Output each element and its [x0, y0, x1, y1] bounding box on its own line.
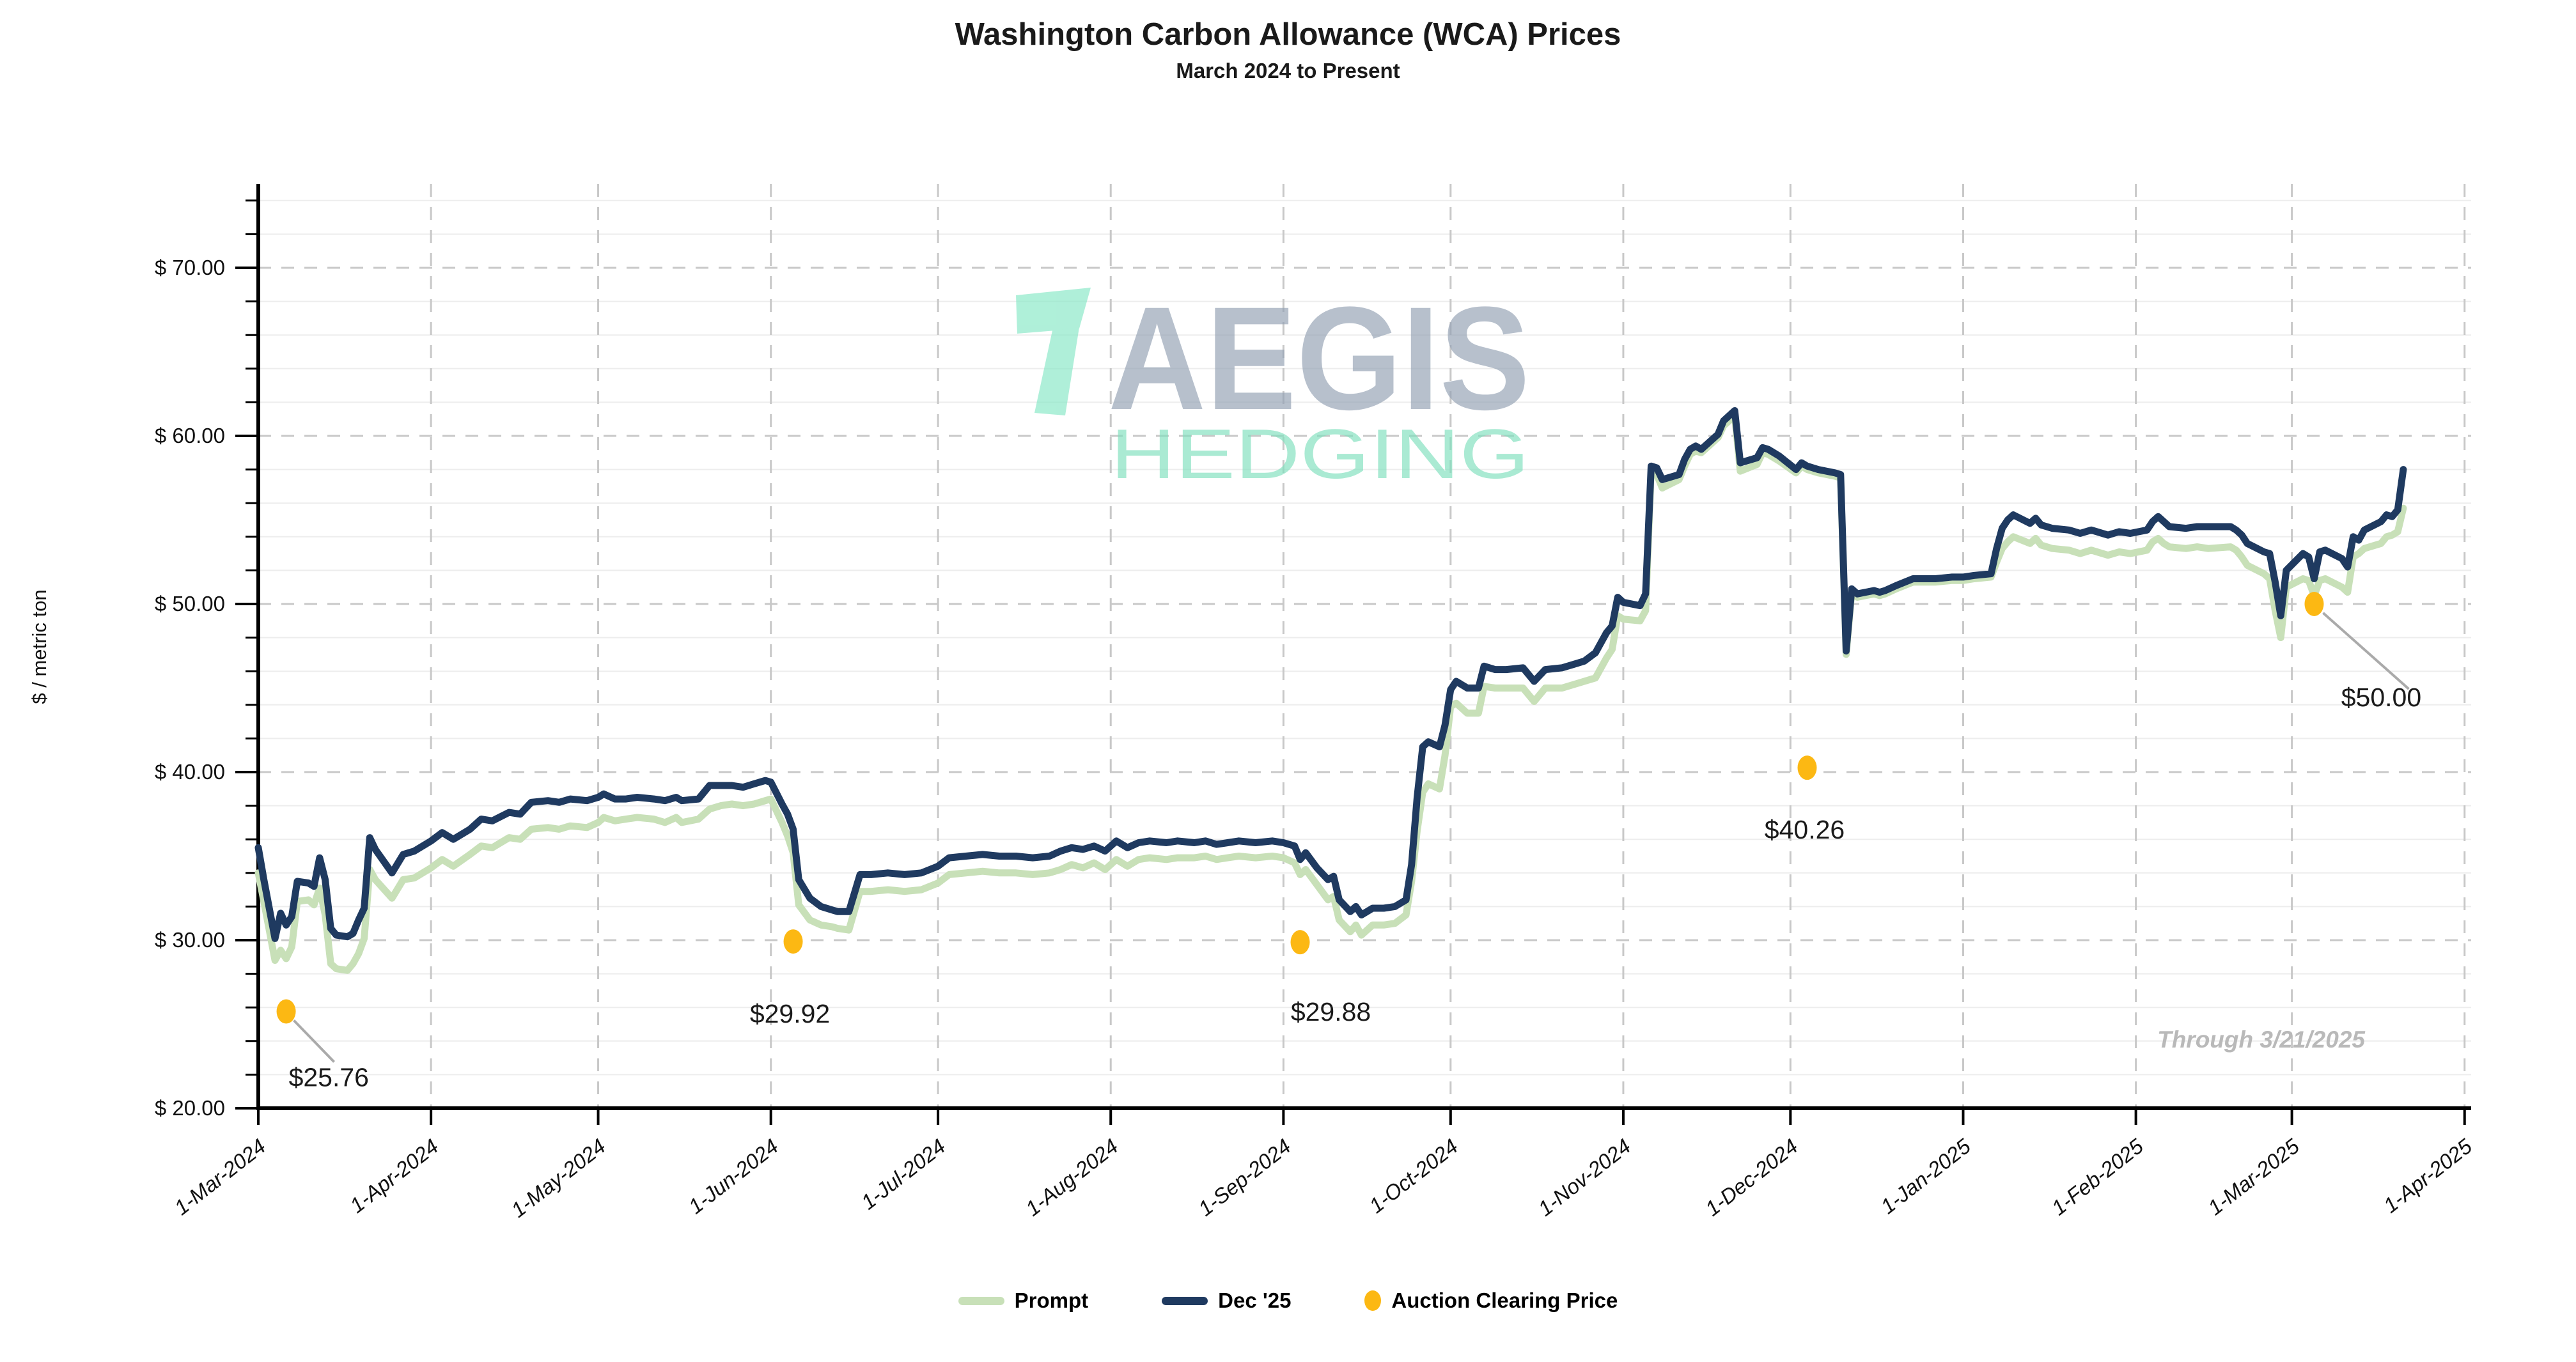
auction-price-dot [2304, 592, 2324, 616]
watermark-tagline-text: HEDGING [1111, 415, 1529, 493]
auction-price-label: $25.76 [289, 1063, 369, 1092]
auction-price-dot [1797, 755, 1817, 780]
legend-item-prompt: Prompt [958, 1288, 1089, 1313]
y-tick-label: $ 60.00 [155, 424, 225, 447]
x-tick-label: 1-Oct-2024 [1364, 1134, 1462, 1218]
y-axis-title: $ / metric ton [28, 589, 51, 704]
aegis-logo-mark-icon [1016, 288, 1091, 334]
x-tick-label: 1-Mar-2025 [2203, 1134, 2304, 1219]
watermark-brand-text: AEGIS [1108, 276, 1530, 440]
auction-price-label: $40.26 [1765, 815, 1845, 844]
x-tick-label: 1-Apr-2024 [345, 1134, 442, 1217]
prompt-line-swatch-icon [958, 1296, 1004, 1305]
y-tick-label: $ 30.00 [155, 928, 225, 952]
legend-label-dec25: Dec '25 [1218, 1288, 1292, 1312]
dec25-series-line [254, 407, 2407, 942]
x-tick-label: 1-Sep-2024 [1194, 1134, 1295, 1220]
auction-dot-swatch-icon [1364, 1290, 1382, 1311]
x-tick-label: 1-Jul-2024 [857, 1134, 950, 1214]
dec25-line-swatch-icon [1162, 1296, 1208, 1305]
y-tick-label: $ 50.00 [155, 592, 225, 615]
auction-price-label: $29.92 [750, 999, 830, 1028]
y-tick-label: $ 70.00 [155, 256, 225, 279]
series-lines [254, 407, 2407, 974]
x-tick-label: 1-Jun-2024 [684, 1134, 783, 1218]
chart-title: Washington Carbon Allowance (WCA) Prices [955, 17, 1621, 52]
x-tick-label: 1-Mar-2024 [170, 1134, 270, 1219]
auction-price-label: $29.88 [1291, 997, 1371, 1026]
legend-label-prompt: Prompt [1014, 1288, 1089, 1312]
auction-label-leader-line [2322, 612, 2410, 690]
y-tick-label: $ 40.00 [155, 760, 225, 784]
x-tick-label: 1-Nov-2024 [1534, 1134, 1635, 1220]
auction-price-dot [1290, 930, 1310, 955]
x-tick-label: 1-May-2024 [506, 1134, 610, 1222]
auction-price-dot [276, 999, 296, 1024]
auction-price-dot [783, 929, 803, 954]
auction-label-leader-line [293, 1019, 336, 1063]
auction-price-label: $50.00 [2341, 683, 2421, 712]
x-tick-label: 1-Apr-2025 [2379, 1134, 2477, 1218]
x-tick-label: 1-Jan-2025 [1876, 1134, 1975, 1218]
prompt-series-line [254, 412, 2407, 974]
chart-subtitle: March 2024 to Present [1176, 59, 1400, 82]
legend-label-auction: Auction Clearing Price [1391, 1288, 1618, 1312]
x-tick-label: 1-Aug-2024 [1021, 1134, 1123, 1220]
x-tick-label: 1-Dec-2024 [1701, 1134, 1802, 1220]
y-tick-label: $ 20.00 [155, 1096, 225, 1120]
legend-item-auction: Auction Clearing Price [1364, 1288, 1618, 1313]
x-tick-label: 1-Feb-2025 [2047, 1134, 2148, 1220]
chart-legend: Prompt Dec '25 Auction Clearing Price [0, 1288, 2576, 1313]
data-through-note: Through 3/21/2025 [2157, 1026, 2365, 1053]
auction-clearing-prices: $25.76 $29.92 $29.88 $40.26 $50.00 [276, 592, 2421, 1092]
legend-item-dec25: Dec '25 [1162, 1288, 1291, 1313]
